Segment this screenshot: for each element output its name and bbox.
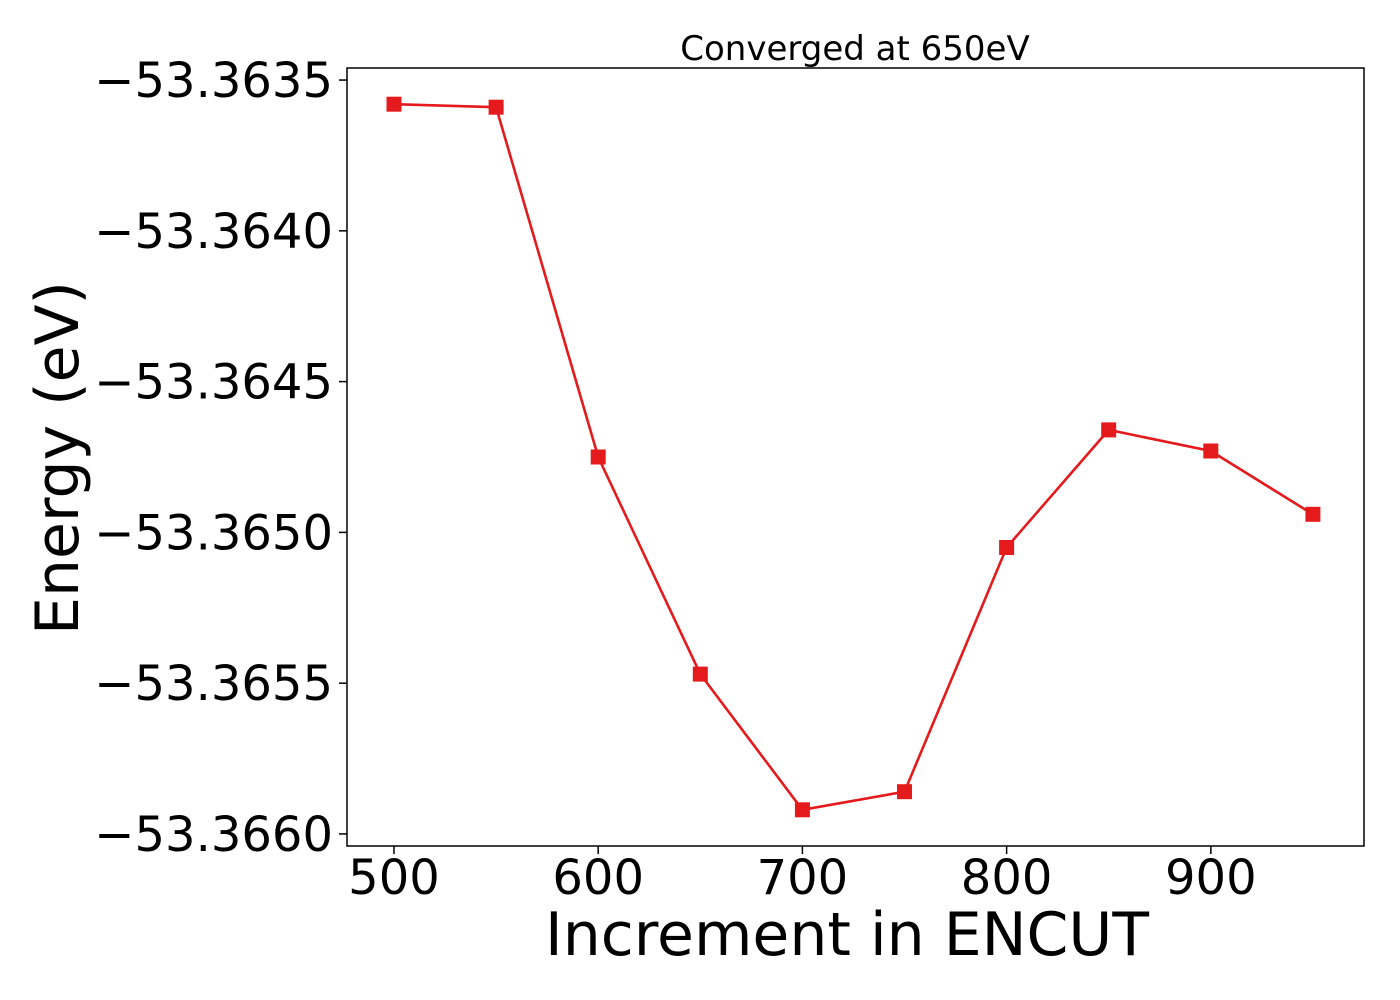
y-tick-label: −53.3650: [94, 505, 333, 561]
data-point: [999, 540, 1015, 555]
data-point: [1101, 422, 1117, 438]
x-tick-label: 500: [348, 850, 440, 906]
data-point: [386, 96, 402, 112]
data-point: [1305, 506, 1321, 522]
data-point: [692, 666, 708, 682]
x-tick-label: 700: [757, 850, 849, 906]
chart-title: Converged at 650eV: [680, 29, 1029, 69]
y-tick-label: −53.3645: [94, 355, 333, 411]
data-point: [794, 802, 810, 818]
y-tick-label: −53.3655: [94, 656, 333, 712]
x-tick-label: 900: [1165, 850, 1257, 906]
plot-area: 500 600 700 800 900 −53.3635 −53.3640 −53.3645 −…: [94, 53, 1365, 906]
y-axis-label: Energy (eV): [23, 281, 93, 635]
x-axis-label: Increment in ENCUT: [545, 900, 1149, 970]
data-point: [897, 784, 912, 800]
x-tick-label: 600: [552, 850, 644, 906]
data-point: [590, 449, 606, 465]
data-point: [488, 99, 504, 115]
data-point: [1203, 443, 1219, 459]
series-line: [393, 102, 1314, 812]
y-tick-label: −53.3660: [94, 807, 333, 863]
y-tick-label: −53.3640: [94, 204, 333, 260]
x-tick-label: 800: [961, 850, 1053, 906]
y-tick-label: −53.3635: [94, 53, 333, 109]
plot-frame: [346, 67, 1365, 847]
